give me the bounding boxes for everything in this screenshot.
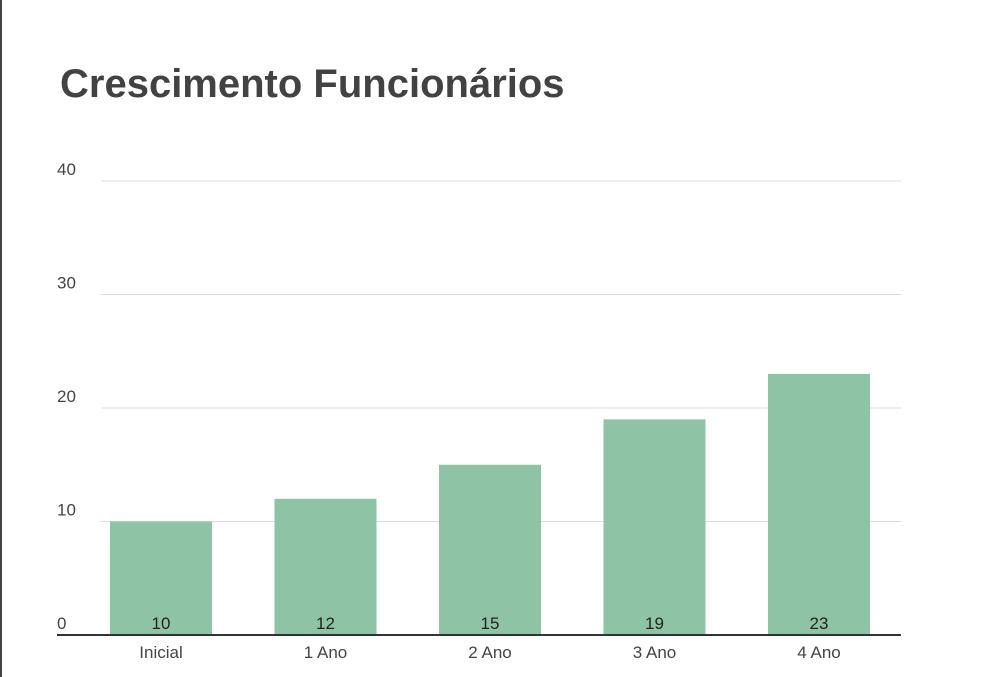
data-label: 19 xyxy=(645,614,664,633)
y-tick-label: 40 xyxy=(57,160,76,179)
x-category-label: 1 Ano xyxy=(304,643,348,662)
bar xyxy=(603,419,706,635)
bar xyxy=(439,464,541,635)
y-tick-label: 20 xyxy=(57,387,76,406)
x-category-label: Inicial xyxy=(139,643,182,662)
x-category-label: 2 Ano xyxy=(468,643,512,662)
data-label: 15 xyxy=(481,614,500,633)
data-labels: 10 12 15 19 23 xyxy=(152,614,829,633)
chart-title: Crescimento Funcionários xyxy=(60,62,565,106)
bar xyxy=(274,498,377,635)
x-category-label: 4 Ano xyxy=(797,643,841,662)
y-tick-label: 10 xyxy=(57,501,76,520)
bars xyxy=(110,373,870,635)
bar xyxy=(768,373,870,635)
x-category-label: 3 Ano xyxy=(633,643,677,662)
y-tick-label: 0 xyxy=(57,614,66,633)
data-label: 23 xyxy=(810,614,829,633)
x-axis-labels: Inicial 1 Ano 2 Ano 3 Ano 4 Ano xyxy=(139,643,840,662)
y-axis-ticks: 0 10 20 30 40 xyxy=(57,160,76,633)
window-left-border xyxy=(0,0,2,677)
data-label: 12 xyxy=(316,614,335,633)
bar xyxy=(110,521,212,635)
y-tick-label: 30 xyxy=(57,274,76,293)
data-label: 10 xyxy=(152,614,171,633)
